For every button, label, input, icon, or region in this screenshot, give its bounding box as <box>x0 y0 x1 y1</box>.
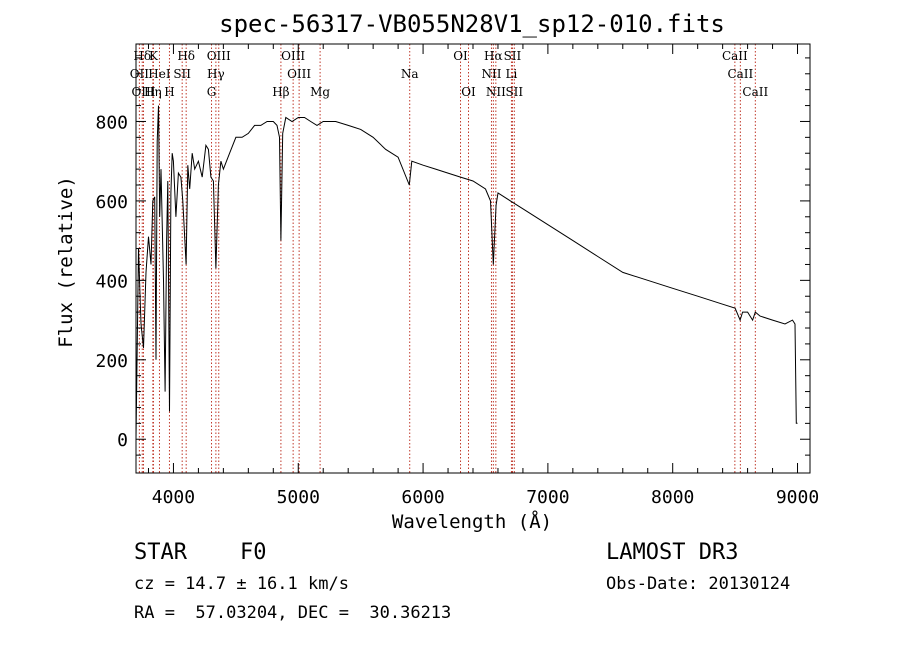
spectral-line-label: NII <box>486 85 506 99</box>
spectral-line-label: OIII <box>207 49 231 63</box>
x-tick-label: 4000 <box>152 487 195 508</box>
y-tick-label: 800 <box>95 112 128 133</box>
x-tick-label: 8000 <box>651 487 694 508</box>
observation-date: Obs-Date: 20130124 <box>606 574 791 594</box>
object-class: STAR <box>134 540 187 565</box>
object-subclass: F0 <box>240 540 267 565</box>
spectral-line-label: OI <box>453 49 468 63</box>
spectral-line-label: OIII <box>287 67 311 81</box>
ra-dec: RA = 57.03204, DEC = 30.36213 <box>134 603 452 623</box>
spectral-line-label: OIII <box>281 49 305 63</box>
plot-frame <box>135 43 811 474</box>
spectral-line-label: Li <box>506 67 518 81</box>
spectral-line-label: K <box>149 49 159 63</box>
x-tick-label: 5000 <box>277 487 320 508</box>
x-tick-label: 6000 <box>401 487 444 508</box>
spectral-line-label: CaII <box>722 49 748 63</box>
redshift-cz: cz = 14.7 ± 16.1 km/s <box>134 574 349 594</box>
x-axis-label: Wavelength (Å) <box>392 510 552 533</box>
spectral-line-label: Hδ <box>133 49 151 63</box>
spectral-line-label: Na <box>401 67 419 81</box>
spectral-line-label: NII <box>481 67 501 81</box>
y-tick-label: 400 <box>95 271 128 292</box>
axes: 4000 5000 6000 7000 8000 9000 0 200 400 600 800 <box>95 44 819 508</box>
y-tick-label: 600 <box>95 192 128 213</box>
spectral-line-label: CaII <box>727 67 753 81</box>
spectral-line-label: Hγ <box>207 67 225 81</box>
survey-name: LAMOST DR3 <box>606 540 739 565</box>
spectral-line-label: OIII <box>131 85 155 99</box>
x-tick-label: 9000 <box>776 487 819 508</box>
spectral-line-markers <box>138 44 756 473</box>
spectral-line-label: CaII <box>742 85 768 99</box>
spectral-line-label: OI <box>461 85 476 99</box>
spectral-line-label: SII <box>505 85 523 99</box>
spectral-line-label: G <box>207 85 217 99</box>
spectral-line-label: Mg <box>310 85 330 99</box>
chart-title: spec-56317-VB055N28V1_sp12-010.fits <box>219 10 725 38</box>
spectral-line-label: Hα <box>484 49 503 63</box>
spectral-line-label: SII <box>173 67 191 81</box>
y-axis-label: Flux (relative) <box>55 176 77 348</box>
y-tick-label: 0 <box>117 430 128 451</box>
spectral-line-label: SII <box>504 49 522 63</box>
y-tick-label: 200 <box>95 351 128 372</box>
spectral-line-label: Hβ <box>272 85 289 99</box>
x-tick-label: 7000 <box>526 487 569 508</box>
spectral-line-label: HeI <box>148 67 171 81</box>
spectral-line-label: Hη <box>144 85 162 99</box>
spectral-line-label: Hδ <box>177 49 195 63</box>
spectral-line-label: H <box>164 85 174 99</box>
spectrum-line <box>135 105 798 440</box>
